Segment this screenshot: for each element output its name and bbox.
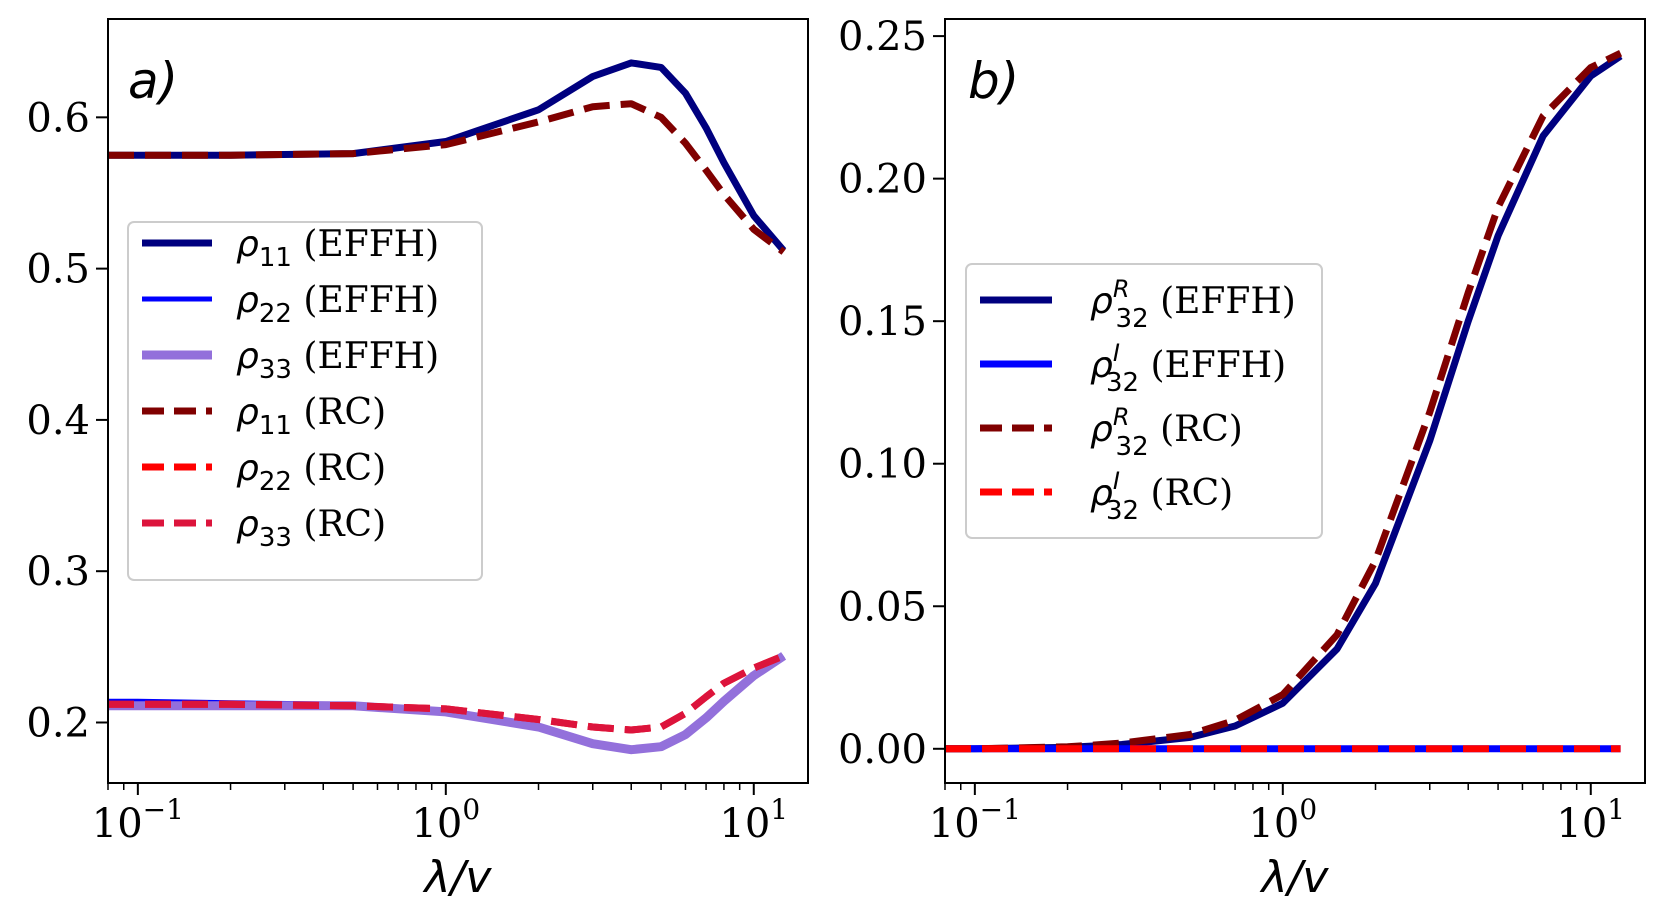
legend-label: ρ22 (RC)	[236, 448, 386, 497]
panel-a-legend: ρ11 (EFFH) ρ22 (EFFH) ρ33 (EFFH) ρ11 (RC) ρ2…	[127, 221, 483, 581]
y-tick-label: 0.6	[26, 95, 90, 141]
panel-b-frame	[944, 18, 1646, 784]
x-tick-label: 101	[1556, 793, 1625, 847]
y-tick-label: 0.10	[838, 442, 927, 488]
x-tick-label: 100	[411, 793, 480, 847]
x-tick-label: 10−1	[929, 793, 1021, 847]
legend-label: ρI 32 (RC)	[1090, 467, 1233, 526]
panel-b-series	[945, 50, 1623, 753]
series-line-a-5	[108, 652, 785, 734]
panel-a-x-axis-label: λ/v	[423, 852, 493, 903]
x-tick-label: 100	[1248, 793, 1317, 847]
y-tick-label: 0.15	[838, 299, 927, 345]
panel-b: 10−1 100 101 0.00 0.05 0.10 0.15 0.20 0.25 b) λ…	[838, 14, 1646, 903]
y-tick-label: 0.3	[26, 549, 90, 595]
x-tick-label: 101	[719, 793, 788, 847]
y-tick-label: 0.4	[26, 398, 90, 444]
legend-label: ρ11 (RC)	[236, 392, 386, 441]
panel-a-legend-box	[127, 221, 483, 581]
panel-a-frame	[107, 18, 809, 784]
series-line-a-2	[108, 652, 787, 755]
panel-a-x-ticks: 10−1 100 101	[92, 783, 788, 847]
panel-a-y-ticks: 0.2 0.3 0.4 0.5 0.6	[26, 95, 108, 746]
panel-b-legend-box	[965, 263, 1323, 539]
panel-a-series	[108, 59, 787, 755]
legend-label: ρ11 (EFFH)	[236, 224, 439, 273]
y-tick-label: 0.2	[26, 700, 90, 746]
legend-label: ρ33 (RC)	[236, 504, 386, 553]
legend-label: ρI 32 (EFFH)	[1090, 339, 1286, 398]
panel-a-tag: a)	[128, 52, 178, 110]
series-line-a-0	[108, 59, 787, 253]
panel-b-y-ticks: 0.00 0.05 0.10 0.15 0.20 0.25	[838, 14, 945, 773]
y-tick-label: 0.05	[838, 584, 927, 630]
legend-label: ρR 32 (RC)	[1090, 403, 1243, 462]
legend-label: ρ33 (EFFH)	[236, 336, 439, 385]
panel-b-x-ticks: 10−1 100 101	[929, 783, 1625, 847]
legend-label: ρ22 (EFFH)	[236, 280, 439, 329]
x-tick-label: 10−1	[92, 793, 184, 847]
y-tick-label: 0.00	[838, 727, 927, 773]
legend-label: ρR 32 (EFFH)	[1090, 275, 1296, 334]
series-line-b-2	[945, 50, 1623, 753]
panel-b-x-axis-label: λ/v	[1260, 852, 1330, 903]
y-tick-label: 0.20	[838, 157, 927, 203]
panel-a: 10−1 100 101 0.2 0.3 0.4 0.5 0.6 a) λ/v ρ11 (E…	[26, 18, 809, 903]
panel-b-tag: b)	[968, 52, 1019, 110]
panel-b-legend: ρR 32 (EFFH)ρI 32 (EFFH)ρR 32 (RC)ρI 32 (RC)	[965, 263, 1323, 539]
y-tick-label: 0.25	[838, 14, 927, 60]
y-tick-label: 0.5	[26, 247, 90, 293]
